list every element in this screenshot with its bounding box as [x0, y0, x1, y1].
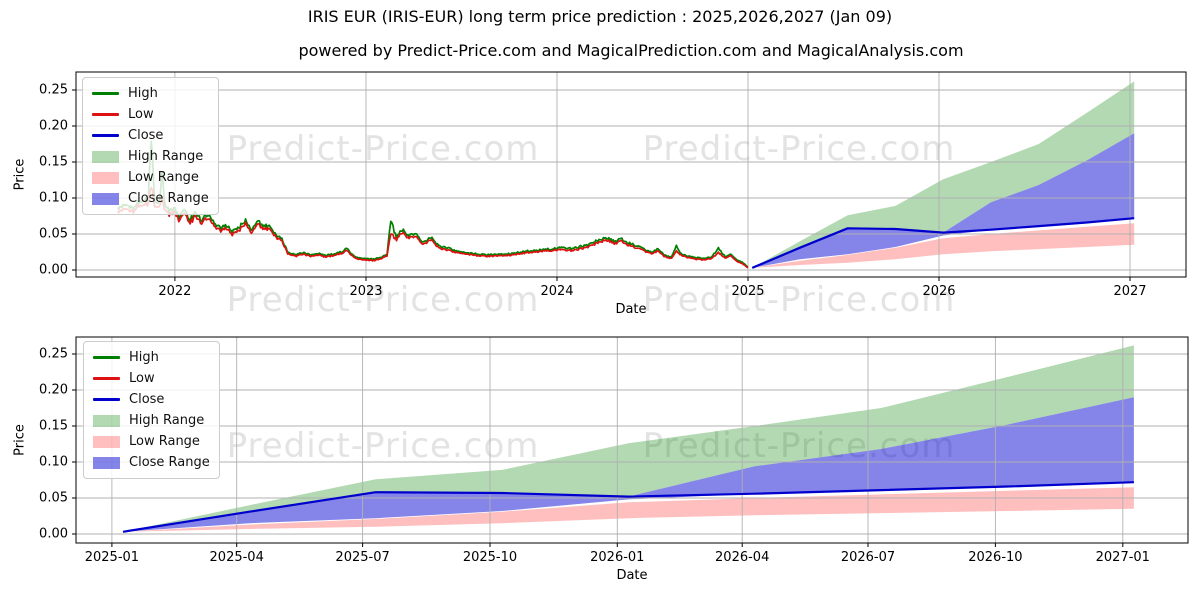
legend-line-swatch-icon: [92, 92, 119, 95]
page-subtitle: powered by Predict-Price.com and Magical…: [298, 41, 964, 60]
chart-bottom-xtick-label: 2025-10: [463, 550, 517, 565]
chart-bottom-xtick-label: 2026-01: [590, 550, 644, 565]
chart-top-ytick-label: 0.25: [39, 83, 68, 98]
legend-patch-swatch-icon: [93, 435, 120, 448]
legend-item-high-range: High Range: [92, 147, 209, 166]
legend-top: High Low Close High Range Low Range Close Ran…: [82, 77, 219, 215]
legend-item-label: Low: [128, 107, 154, 122]
chart-top-xtick-label: 2022: [158, 284, 191, 299]
legend-item-close-range: Close Range: [93, 453, 210, 472]
legend-patch-swatch-icon: [93, 456, 120, 469]
chart-top-ytick-label: 0.20: [39, 119, 68, 134]
legend-item-label: Low Range: [128, 170, 199, 185]
chart-top-xtick-label: 2024: [540, 284, 573, 299]
chart-top: 2022 2023 2024 2025 2026 2027 0.00 0.05 0.10 0.15…: [13, 71, 1187, 317]
chart-bottom-xtick-label: 2025-04: [210, 550, 264, 565]
chart-top-xtick-label: 2026: [922, 284, 955, 299]
legend-item-label: Close Range: [129, 455, 210, 470]
legend-patch-swatch-icon: [92, 171, 119, 184]
chart-bottom-ytick-label: 0.05: [39, 491, 68, 506]
chart-top-ytick-label: 0.10: [39, 191, 68, 206]
legend-item-label: Low Range: [129, 434, 200, 449]
legend-patch-swatch-icon: [92, 192, 119, 205]
legend-patch-swatch-icon: [92, 150, 119, 163]
legend-item-label: Close: [128, 128, 164, 143]
chart-top-high-range-band: [752, 81, 1135, 268]
legend-item-low-range: Low Range: [92, 168, 209, 187]
chart-bottom-ytick-label: 0.10: [39, 455, 68, 470]
legend-line-swatch-icon: [93, 398, 120, 401]
legend-item-label: High: [129, 350, 159, 365]
chart-bottom-xtick-label: 2025-07: [335, 550, 389, 565]
legend-item-low: Low: [93, 369, 210, 388]
chart-bottom-xtick-label: 2026-07: [841, 550, 895, 565]
page-title: IRIS EUR (IRIS-EUR) long term price pred…: [307, 7, 893, 26]
legend-line-swatch-icon: [93, 356, 120, 359]
legend-line-swatch-icon: [93, 377, 120, 380]
chart-top-xtick-label: 2023: [349, 284, 382, 299]
chart-bottom-xlabel: Date: [616, 568, 647, 583]
chart-top-xlabel: Date: [615, 302, 646, 317]
legend-item-high: High: [93, 348, 210, 367]
chart-bottom-ytick-label: 0.00: [39, 527, 68, 542]
legend-item-high-range: High Range: [93, 411, 210, 430]
legend-bottom: High Low Close High Range Low Range Close Ran…: [83, 341, 220, 479]
chart-bottom-xtick-label: 2026-04: [715, 550, 769, 565]
legend-item-close: Close: [92, 126, 209, 145]
legend-line-swatch-icon: [92, 134, 119, 137]
legend-item-label: High Range: [128, 149, 204, 164]
chart-bottom-ytick-label: 0.20: [39, 383, 68, 398]
legend-item-label: Low: [129, 371, 155, 386]
chart-bottom-ytick-label: 0.15: [39, 419, 68, 434]
chart-bottom-xtick-label: 2026-10: [968, 550, 1022, 565]
chart-bottom-xtick-label: 2027-01: [1096, 550, 1150, 565]
chart-top-ytick-label: 0.05: [39, 227, 68, 242]
legend-line-swatch-icon: [92, 113, 119, 116]
legend-item-label: High: [128, 86, 158, 101]
watermark-text: Predict-Price.com: [643, 426, 956, 466]
chart-bottom-ytick-label: 0.25: [39, 347, 68, 362]
legend-item-label: Close Range: [128, 191, 209, 206]
watermark-text: Predict-Price.com: [642, 280, 956, 320]
watermark-text: Predict-Price.com: [226, 280, 540, 320]
chart-bottom-spines: [75, 336, 1189, 544]
chart-bottom-ylabel: Price: [13, 424, 28, 456]
chart-top-ylabel: Price: [13, 159, 28, 191]
chart-bottom-xtick-label: 2025-01: [85, 550, 139, 565]
chart-top-ytick-label: 0.00: [39, 263, 68, 278]
chart-bottom-high-range-band: [123, 345, 1134, 532]
chart-top-low-line: [116, 186, 749, 269]
chart-top-close-line: [751, 217, 1135, 269]
chart-top-xtick-label: 2025: [731, 284, 764, 299]
chart-top-ytick-label: 0.15: [39, 155, 68, 170]
legend-item-close-range: Close Range: [92, 189, 209, 208]
chart-top-spines: [75, 71, 1187, 278]
legend-item-low: Low: [92, 105, 209, 124]
legend-item-label: Close: [129, 392, 165, 407]
chart-top-xtick-label: 2027: [1113, 284, 1146, 299]
chart-bottom: 2025-01 2025-04 2025-07 2025-10 2026-01 2026-…: [13, 336, 1189, 583]
legend-item-low-range: Low Range: [93, 432, 210, 451]
watermark-text: Predict-Price.com: [226, 426, 540, 466]
legend-patch-swatch-icon: [93, 414, 120, 427]
legend-item-high: High: [92, 84, 209, 103]
legend-item-label: High Range: [129, 413, 205, 428]
chart-top-high-line: [116, 140, 749, 268]
legend-item-close: Close: [93, 390, 210, 409]
chart-bottom-close-line: [122, 481, 1134, 533]
